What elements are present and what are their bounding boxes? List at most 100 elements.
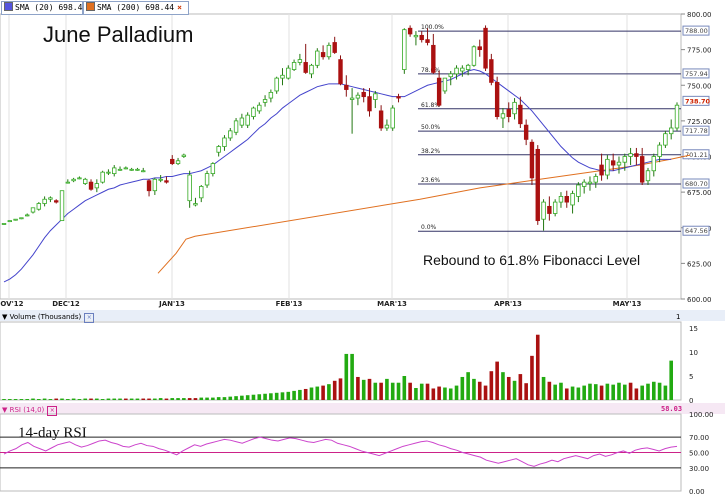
price-tag-label: 757.94 (685, 70, 708, 78)
volume-bar (135, 398, 140, 400)
fib-level-label: 23.6% (421, 177, 440, 184)
candle-body (100, 171, 105, 183)
volume-bar (60, 398, 64, 400)
candle (367, 88, 372, 117)
candle (164, 176, 169, 184)
price-tag-label: 788.00 (685, 27, 708, 35)
candle-body (454, 67, 459, 75)
candle (483, 25, 488, 71)
volume-bar (640, 385, 644, 400)
x-tick-label: NOV'12 (0, 300, 24, 308)
volume-bar (530, 355, 534, 400)
candle-body (552, 201, 558, 214)
candle (448, 71, 453, 86)
candle-body (494, 82, 500, 118)
volume-bar (524, 383, 528, 400)
volume-bar (25, 399, 30, 400)
candle-body (344, 84, 349, 90)
candle (36, 202, 42, 211)
legend-sma200[interactable]: SMA (200) 698.44 × (83, 1, 189, 15)
candle (77, 176, 82, 180)
candle (262, 95, 268, 107)
volume-bar (396, 382, 401, 400)
candle (199, 185, 204, 203)
candle-body (106, 171, 111, 174)
candle (158, 175, 163, 183)
chevron-down-icon[interactable]: ▼ (2, 406, 8, 414)
volume-bar (425, 383, 430, 400)
volume-bar (512, 380, 517, 400)
candle (117, 166, 123, 171)
candle (291, 59, 297, 71)
candle-body (291, 62, 297, 70)
volume-bar (651, 381, 656, 400)
candle-body (367, 96, 372, 112)
volume-bar (245, 395, 250, 400)
volume-bar (292, 390, 296, 400)
volume-bar (332, 380, 337, 400)
volume-panel-header[interactable]: ▼ Volume (Thousands) × (0, 312, 95, 323)
volume-bar (164, 398, 169, 400)
candle (245, 112, 250, 128)
candle-body (396, 96, 401, 99)
candle (338, 55, 343, 86)
candle (541, 199, 546, 231)
sma20-line (3, 69, 672, 283)
candle (233, 118, 239, 136)
candle (228, 128, 233, 141)
candle (146, 179, 152, 197)
candle-body (1, 223, 7, 225)
candle (30, 207, 36, 214)
candle-body (535, 148, 540, 222)
volume-bar (553, 384, 557, 400)
candle-body (402, 29, 407, 70)
price-tag-box (682, 25, 710, 36)
volume-bar (303, 388, 308, 400)
volume-bar (379, 382, 383, 400)
candle-body (355, 94, 361, 99)
candle-body (228, 130, 233, 139)
volume-bar (13, 399, 18, 400)
candle-body (326, 44, 332, 58)
fib-level-label: 0.0% (421, 224, 437, 231)
candle-body (599, 164, 604, 176)
candle (547, 196, 552, 221)
close-icon[interactable]: × (177, 3, 182, 12)
close-icon[interactable]: × (84, 313, 95, 323)
candle-body (187, 174, 192, 202)
rsi-y-tick-label: 70.00 (689, 434, 709, 442)
candle (187, 170, 192, 208)
volume-bar (147, 398, 151, 400)
x-tick-label: DEC'12 (52, 300, 80, 308)
candle (141, 167, 146, 173)
volume-bar (129, 398, 134, 400)
fibonacci-annotation: Rebound to 61.8% Fibonacci Level (423, 252, 641, 268)
volume-bar (66, 399, 70, 400)
legend-sma20[interactable]: SMA (20) 698.44× (1, 1, 95, 15)
candle (558, 192, 564, 208)
candle-body (523, 124, 529, 140)
candle-body (117, 168, 123, 171)
candle-body (587, 181, 593, 184)
candle-body (71, 178, 76, 182)
volume-bar (448, 388, 453, 400)
chevron-down-icon[interactable]: ▼ (2, 313, 8, 321)
candle-body (564, 195, 569, 203)
volume-bar (89, 398, 93, 400)
candle-body (489, 59, 494, 83)
candle (239, 113, 245, 128)
volume-bar (321, 385, 325, 400)
x-tick-label: MAR'13 (377, 300, 407, 308)
candle (564, 190, 569, 208)
candle-body (431, 44, 436, 73)
close-icon[interactable]: × (47, 406, 58, 416)
rsi-panel-header[interactable]: ▼ RSI (14,0) × (0, 405, 72, 416)
price-tag-box (682, 149, 710, 160)
candle (396, 93, 401, 103)
volume-bar (559, 382, 563, 400)
rsi-header-bar (0, 403, 725, 414)
candle (326, 42, 332, 60)
rsi-line (3, 436, 678, 467)
volume-bar (402, 376, 407, 400)
candle-body (193, 203, 198, 206)
